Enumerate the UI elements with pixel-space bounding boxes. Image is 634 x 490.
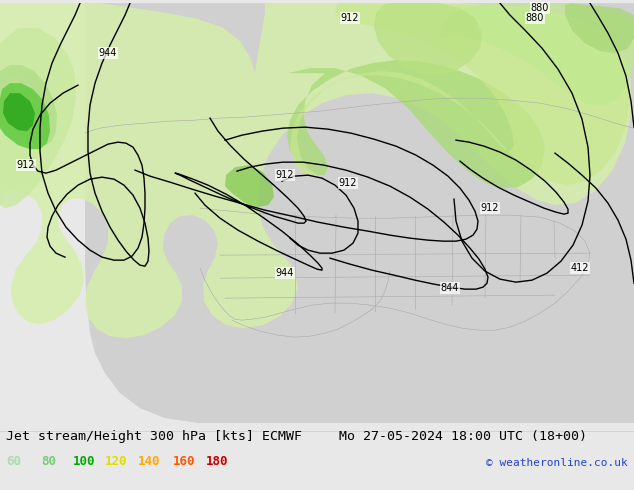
Polygon shape [0, 28, 76, 208]
Text: 912: 912 [16, 160, 36, 170]
Polygon shape [290, 3, 630, 185]
Polygon shape [0, 83, 50, 149]
Polygon shape [374, 3, 482, 75]
Polygon shape [440, 3, 634, 105]
Polygon shape [287, 60, 545, 188]
Polygon shape [0, 3, 632, 338]
Polygon shape [0, 3, 85, 423]
Text: 60: 60 [6, 455, 22, 468]
Text: 944: 944 [99, 48, 117, 58]
Text: 880: 880 [526, 13, 544, 23]
Polygon shape [565, 3, 634, 53]
Polygon shape [3, 93, 35, 131]
Text: Jet stream/Height 300 hPa [kts] ECMWF: Jet stream/Height 300 hPa [kts] ECMWF [6, 430, 302, 443]
Text: 880: 880 [531, 3, 549, 13]
Text: © weatheronline.co.uk: © weatheronline.co.uk [486, 458, 628, 468]
Text: 160: 160 [172, 455, 195, 468]
Text: Mo 27-05-2024 18:00 UTC (18+00): Mo 27-05-2024 18:00 UTC (18+00) [339, 430, 587, 443]
Polygon shape [84, 3, 634, 423]
Text: 944: 944 [276, 268, 294, 278]
Text: 912: 912 [276, 170, 294, 180]
Text: 120: 120 [105, 455, 127, 468]
Text: 912: 912 [339, 178, 357, 188]
Text: 844: 844 [441, 283, 459, 293]
Text: 912: 912 [340, 13, 359, 23]
Text: 412: 412 [571, 263, 589, 273]
Polygon shape [0, 65, 57, 145]
Text: 180: 180 [206, 455, 228, 468]
Polygon shape [0, 3, 634, 423]
Text: 912: 912 [481, 203, 499, 213]
Polygon shape [225, 165, 274, 207]
Text: 80: 80 [41, 455, 56, 468]
Text: 140: 140 [138, 455, 160, 468]
Text: 100: 100 [73, 455, 95, 468]
